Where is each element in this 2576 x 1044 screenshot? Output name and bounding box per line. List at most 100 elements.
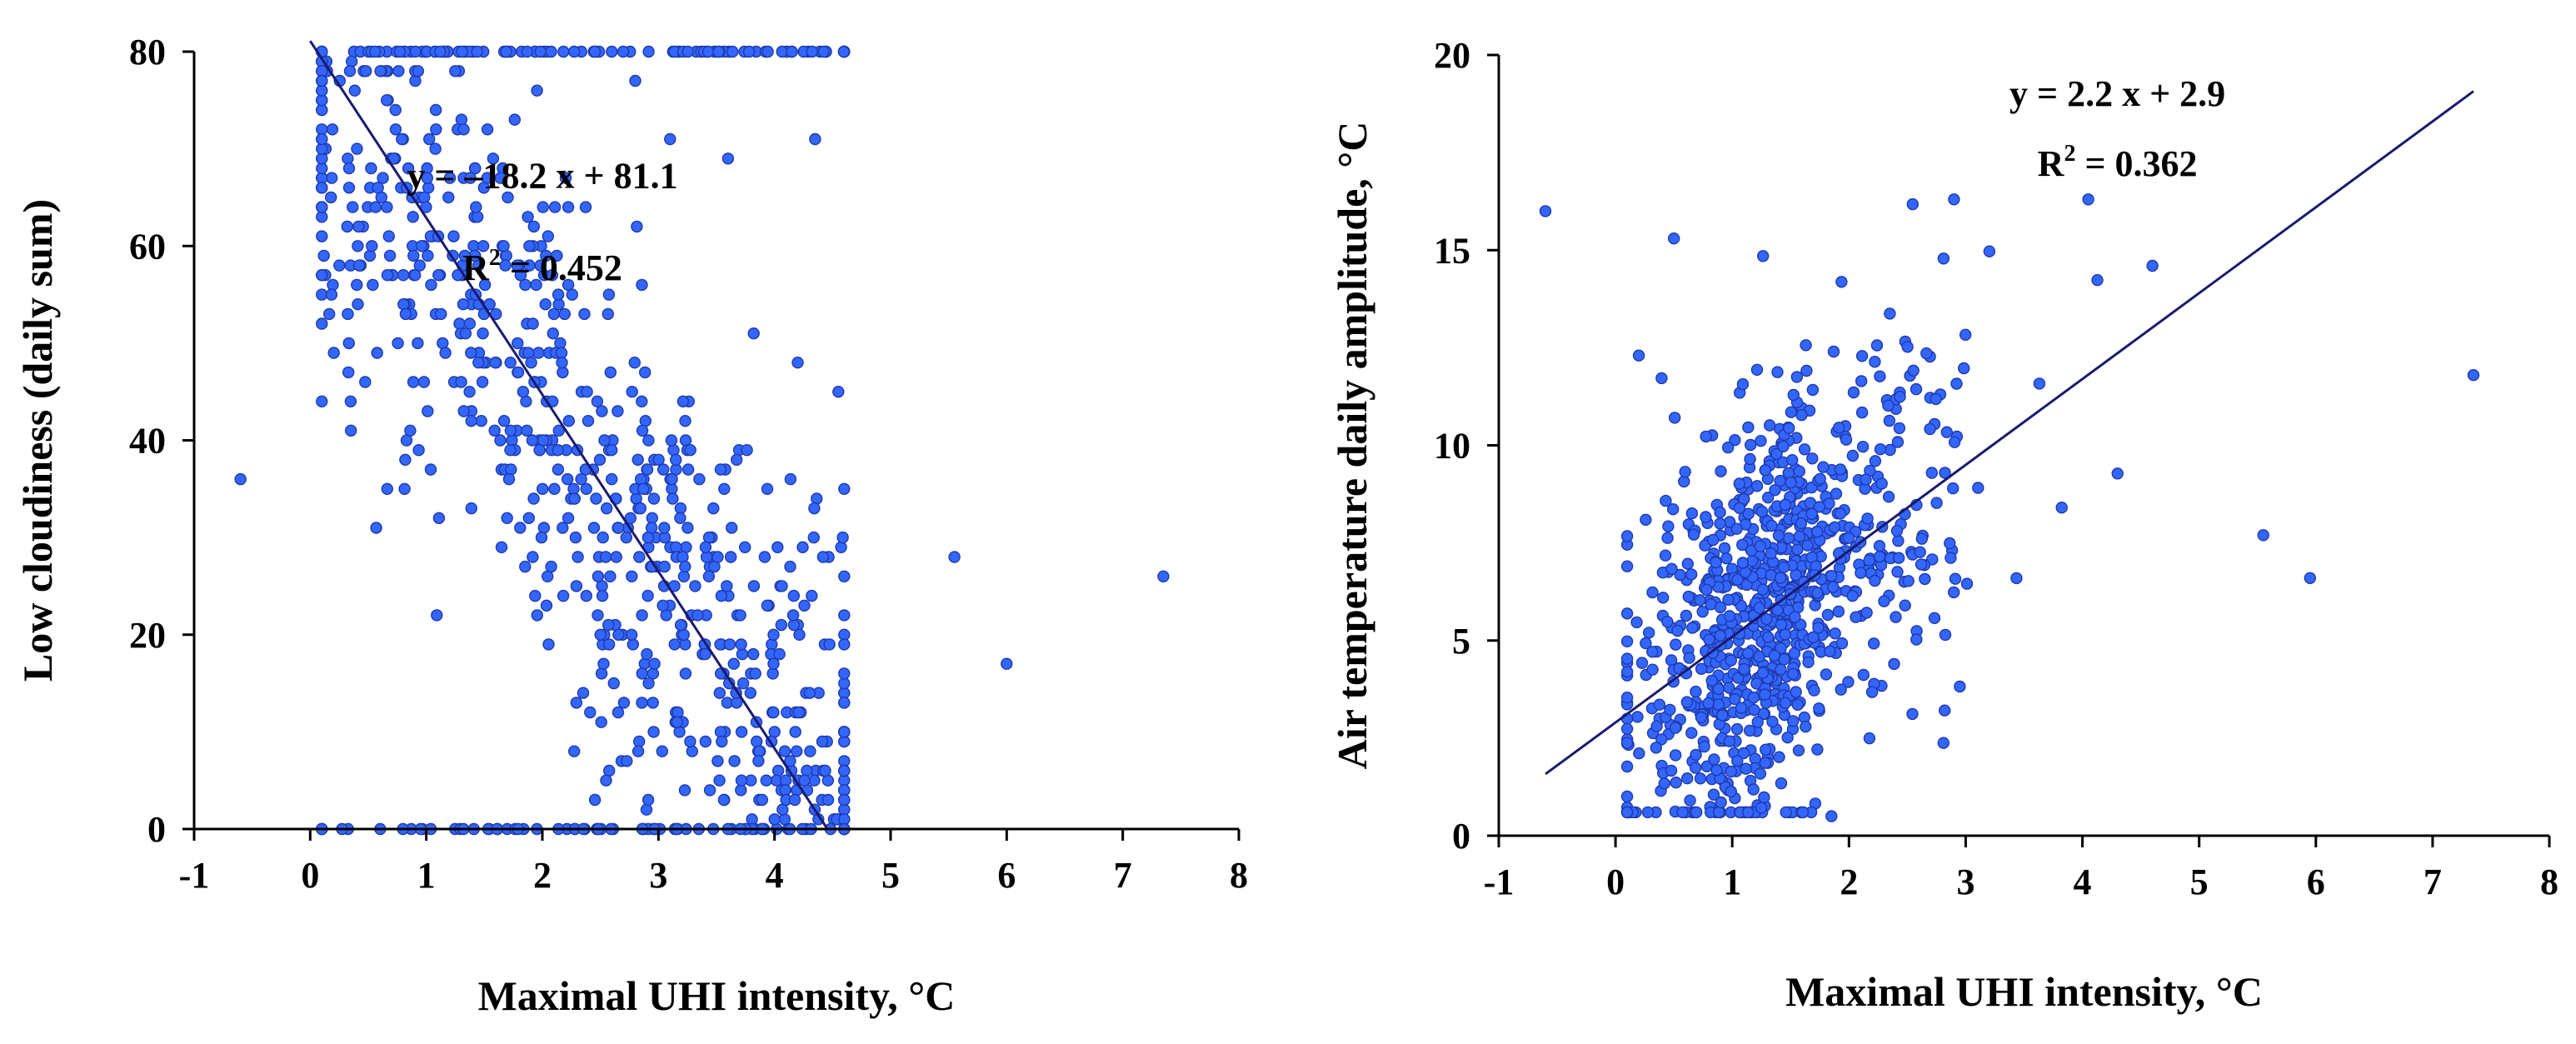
data-point [1919,572,1931,586]
data-point [631,220,643,233]
data-point [1780,806,1792,819]
data-point [527,220,540,233]
data-point [1928,612,1941,624]
data-point [1875,477,1888,490]
data-point [577,687,590,699]
data-point [642,45,655,58]
data-point [1769,484,1781,497]
y-tick-label: 20 [1434,35,1470,76]
x-tick-label: 4 [766,855,784,896]
data-point [1937,737,1950,749]
data-point [677,628,690,641]
data-point [1834,507,1847,520]
data-point [1723,735,1736,747]
data-point [761,45,774,58]
data-point [1940,426,1954,438]
data-point [512,337,524,350]
data-point [1685,507,1699,520]
data-point [425,278,437,292]
data-point [327,278,339,292]
data-point [674,512,686,524]
data-point [568,745,581,757]
data-point [1680,696,1694,708]
data-point [803,687,816,699]
data-point [1700,430,1712,443]
data-point [1857,668,1870,682]
data-point [352,298,364,311]
data-point [469,162,482,175]
data-point [735,774,748,787]
data-point [341,220,353,233]
equation-label-right: y = 2.2 x + 2.9 [2009,73,2225,114]
data-point [1832,605,1845,618]
data-point [381,269,394,282]
data-point [717,793,731,807]
data-point [1725,765,1738,778]
data-point [1741,647,1755,660]
data-point [642,434,655,447]
data-point [715,589,728,602]
data-point [712,45,725,58]
data-point [342,307,354,321]
data-point [1669,722,1682,734]
data-point [1811,743,1824,756]
data-point [1937,252,1950,265]
data-point [1771,366,1784,378]
data-point [1646,646,1659,658]
data-point [594,628,607,641]
data-point [1786,715,1800,727]
x-tick-label: 6 [997,855,1016,896]
data-point [1723,610,1736,622]
data-point [627,638,639,651]
data-point [602,288,616,301]
data-point [1861,512,1874,525]
data-point [1824,645,1836,657]
data-point [1710,764,1723,777]
data-point [1813,702,1825,715]
data-point [407,376,420,388]
data-point [527,492,540,505]
data-point [1855,406,1869,419]
data-point [1747,692,1760,704]
data-point [725,551,737,563]
data-point [326,172,338,184]
data-point [1796,806,1810,819]
data-point [677,570,691,582]
data-point [465,347,477,359]
data-point [1754,767,1767,780]
data-point [1640,513,1652,526]
data-point [317,249,330,262]
data-point [1833,422,1845,434]
data-point [343,65,357,77]
data-point [1641,806,1655,819]
data-point [1812,622,1825,634]
data-point [1760,612,1773,626]
data-point [1946,482,1959,495]
data-point [727,657,740,670]
x-tick-label: 2 [1840,862,1858,902]
data-point [784,755,796,767]
data-point [568,492,581,505]
data-point [1766,716,1779,728]
data-point [821,774,834,787]
data-point [1795,409,1808,422]
data-point [1882,491,1895,503]
data-point [521,424,533,437]
data-point [1744,438,1757,452]
scatter-points-right [1539,193,2480,822]
data-point [634,472,647,486]
data-point [668,638,681,651]
data-point [766,638,778,651]
data-point [1700,511,1712,523]
data-point [588,45,602,58]
data-point [1806,383,1820,397]
data-point [656,599,669,612]
data-point [1733,502,1746,514]
data-point [547,327,559,340]
data-point [570,580,583,592]
data-point [501,512,513,524]
data-point [552,424,565,437]
data-point [552,463,565,476]
data-point [736,677,750,690]
data-point [1690,685,1702,698]
